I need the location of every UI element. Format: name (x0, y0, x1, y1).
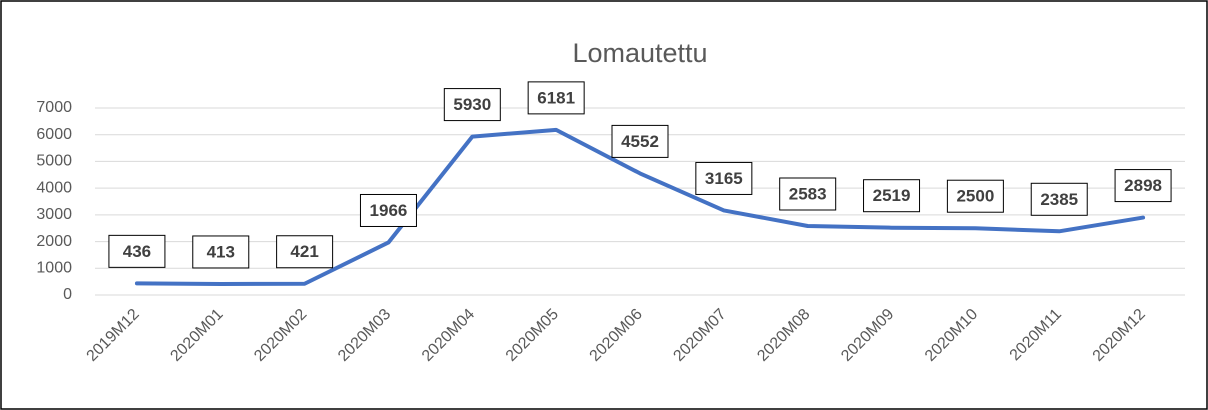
y-tick-label: 6000 (36, 126, 72, 143)
data-label-box (611, 124, 669, 158)
data-label-box (192, 235, 250, 269)
data-line (134, 127, 1146, 286)
data-label: 3165 (705, 169, 743, 188)
data-label: 2519 (873, 186, 911, 205)
y-tick-label: 0 (63, 286, 72, 303)
data-label: 2385 (1040, 190, 1078, 209)
data-label-box (695, 161, 753, 195)
data-label-box (946, 179, 1004, 213)
data-label-box (1030, 182, 1088, 216)
data-label: 2583 (789, 184, 827, 203)
data-label: 413 (207, 242, 235, 261)
data-label-box (443, 88, 501, 122)
y-tick-label: 5000 (36, 153, 72, 170)
data-label-box (1114, 169, 1172, 203)
data-label: 5930 (453, 95, 491, 114)
data-label: 436 (123, 242, 151, 261)
y-tick-label: 4000 (36, 179, 72, 196)
chart-title: Lomautettu (572, 38, 707, 68)
data-label-box (527, 81, 585, 115)
data-label: 4552 (621, 132, 659, 151)
y-tick-label: 7000 (36, 99, 72, 116)
data-label: 421 (290, 242, 318, 261)
y-tick-label: 3000 (36, 206, 72, 223)
data-label-box (359, 193, 417, 227)
data-label-box (863, 179, 921, 213)
data-label-box (276, 235, 334, 269)
y-tick-label: 1000 (36, 260, 72, 277)
data-label-box (108, 234, 166, 268)
y-tick-label: 2000 (36, 233, 72, 250)
data-label: 6181 (537, 88, 575, 107)
data-label: 2500 (956, 187, 994, 206)
data-label: 2898 (1124, 176, 1162, 195)
data-label: 1966 (370, 201, 408, 220)
data-label-box (779, 177, 837, 211)
